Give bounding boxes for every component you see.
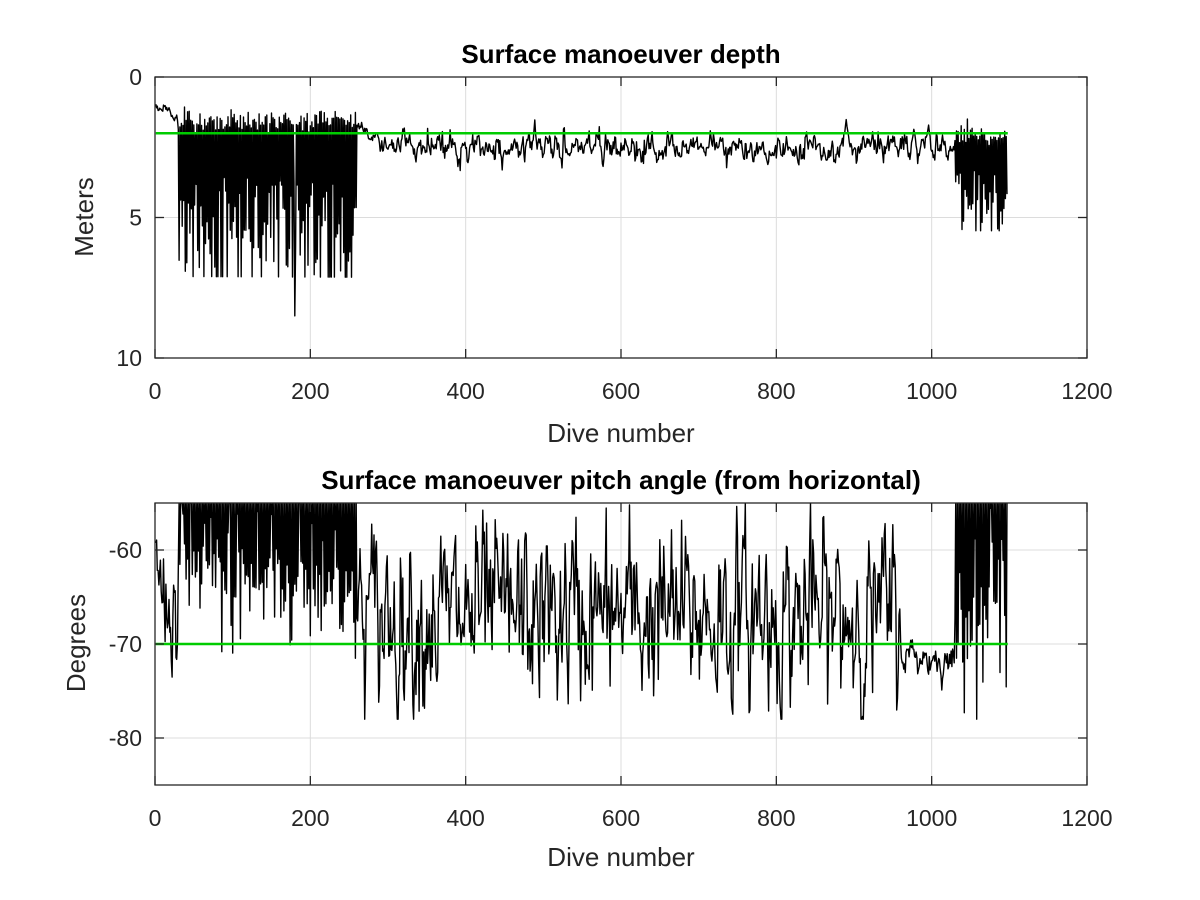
y-tick-label: -70 [109,631,142,657]
x-tick-label: 200 [291,378,329,404]
x-tick-label: 600 [602,378,640,404]
x-tick-label: 0 [149,378,162,404]
x-tick-label: 800 [757,378,795,404]
data-series-line [155,503,1008,720]
chart-title: Surface manoeuver pitch angle (from hori… [321,465,921,495]
grid [155,77,1087,358]
chart-title: Surface manoeuver depth [461,39,780,69]
y-tick-label: -60 [109,537,142,563]
x-tick-label: 1200 [1061,378,1112,404]
y-axis-label: Degrees [61,594,91,692]
y-tick-label: 10 [116,345,142,371]
ticks: 0 200 400 600 800 1000 1200 -60 -70 -80 [109,503,1113,831]
plot-area [155,503,1008,720]
x-tick-label: 1000 [906,805,957,831]
pitch-chart: Surface manoeuver pitch angle (from hori… [61,465,1113,872]
y-tick-label: 0 [129,64,142,90]
x-tick-label: 0 [149,805,162,831]
x-tick-label: 400 [446,378,484,404]
y-tick-label: 5 [129,205,142,231]
x-tick-label: 800 [757,805,795,831]
y-tick-label: -80 [109,725,142,751]
x-tick-label: 600 [602,805,640,831]
ticks: 0 200 400 600 800 1000 1200 0 5 10 [116,64,1112,404]
depth-chart: Surface manoeuver depth 0 200 400 600 800 100… [69,39,1113,448]
y-axis-label: Meters [69,177,99,256]
x-tick-label: 1200 [1061,805,1112,831]
x-axis-label: Dive number [547,418,695,448]
x-axis-label: Dive number [547,842,695,872]
x-tick-label: 200 [291,805,329,831]
x-tick-label: 400 [446,805,484,831]
plot-area [155,104,1008,317]
data-series-line [155,104,1008,317]
x-tick-label: 1000 [906,378,957,404]
